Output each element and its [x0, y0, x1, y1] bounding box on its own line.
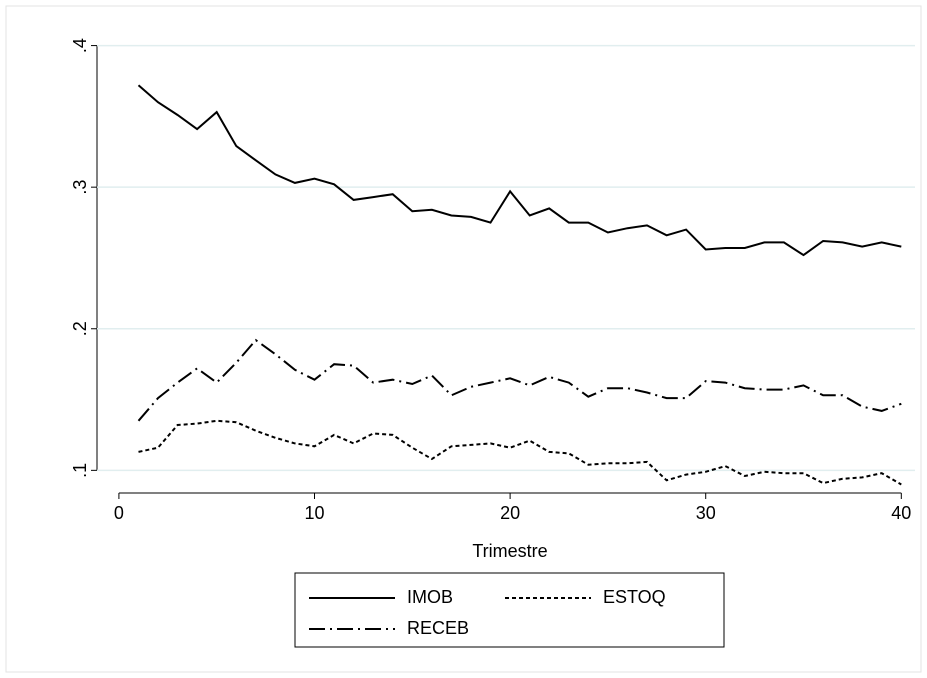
legend-label: ESTOQ	[603, 587, 666, 607]
x-tick-label: 30	[696, 503, 716, 523]
x-tick-label: 20	[500, 503, 520, 523]
y-tick-label: .2	[70, 321, 90, 336]
x-axis-title: Trimestre	[472, 541, 547, 561]
x-tick-label: 10	[304, 503, 324, 523]
series-line	[137, 84, 902, 257]
series-line	[138, 419, 902, 486]
plot-area	[97, 30, 915, 493]
y-tick-label: .4	[70, 38, 90, 53]
y-tick-label: .1	[70, 463, 90, 478]
x-tick-label: 40	[891, 503, 911, 523]
x-tick-label: 0	[114, 503, 124, 523]
y-tick-label: .3	[70, 180, 90, 195]
legend-label: IMOB	[407, 587, 453, 607]
legend-label: RECEB	[407, 618, 469, 638]
series-line	[137, 338, 902, 422]
legend	[294, 572, 725, 648]
